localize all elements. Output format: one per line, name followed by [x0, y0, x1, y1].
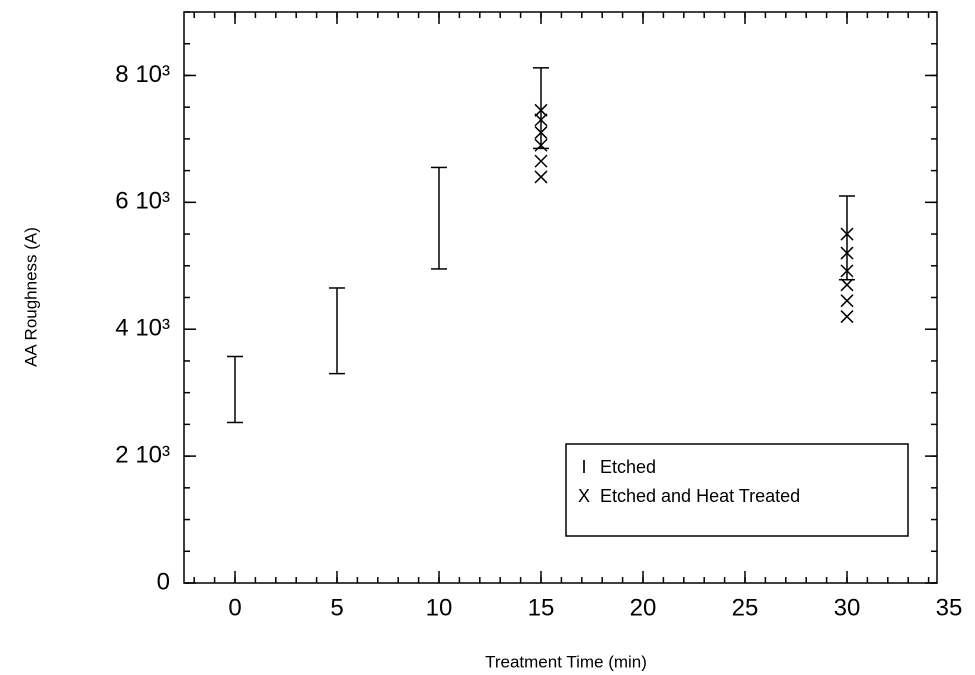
error-bar [329, 287, 345, 375]
marker-stroke [840, 310, 854, 324]
x-marker [534, 113, 548, 127]
y-axis-label: AA Roughness (A) [21, 227, 40, 367]
legend-label: Etched [600, 457, 656, 477]
marker-stroke [534, 103, 548, 117]
legend-box [565, 443, 909, 537]
x-tick-label: 5 [330, 594, 343, 621]
marker-stroke [840, 278, 854, 292]
x-tick-label: 35 [936, 594, 963, 621]
x-marker [534, 170, 548, 184]
x-tick-label: 0 [228, 594, 241, 621]
error-bar [431, 166, 447, 270]
x-marker [840, 278, 854, 292]
legend-label: Etched and Heat Treated [600, 486, 800, 506]
x-tick-label: 25 [732, 594, 759, 621]
x-marker [840, 246, 854, 260]
x-marker [840, 264, 854, 278]
error-bar [533, 67, 549, 150]
x-tick-label: 15 [528, 594, 555, 621]
x-tick-label: 20 [630, 594, 657, 621]
x-axis-label: Treatment Time (min) [485, 652, 647, 671]
y-tick-label: 4 10³ [115, 315, 170, 342]
x-marker [840, 227, 854, 241]
y-tick-label: 6 10³ [115, 188, 170, 215]
x-marker [534, 103, 548, 117]
marker-stroke [840, 227, 854, 241]
marker-stroke [840, 246, 854, 260]
x-tick-label: 30 [834, 594, 861, 621]
y-tick-label: 0 [157, 568, 170, 595]
marker-stroke [534, 113, 548, 127]
error-bar [839, 195, 855, 281]
x-marker [534, 138, 548, 152]
legend-marker: I [581, 457, 586, 477]
error-bar [227, 355, 243, 424]
marker-stroke [534, 138, 548, 152]
x-marker [534, 126, 548, 140]
marker-stroke [840, 264, 854, 278]
x-marker [840, 310, 854, 324]
y-tick-label: 8 10³ [115, 61, 170, 88]
y-tick-label: 2 10³ [115, 441, 170, 468]
marker-stroke [840, 294, 854, 308]
marker-stroke [534, 170, 548, 184]
x-tick-label: 10 [426, 594, 453, 621]
x-marker [840, 294, 854, 308]
marker-stroke [534, 126, 548, 140]
legend-marker: X [578, 486, 590, 506]
x-marker [534, 154, 548, 168]
marker-stroke [534, 154, 548, 168]
